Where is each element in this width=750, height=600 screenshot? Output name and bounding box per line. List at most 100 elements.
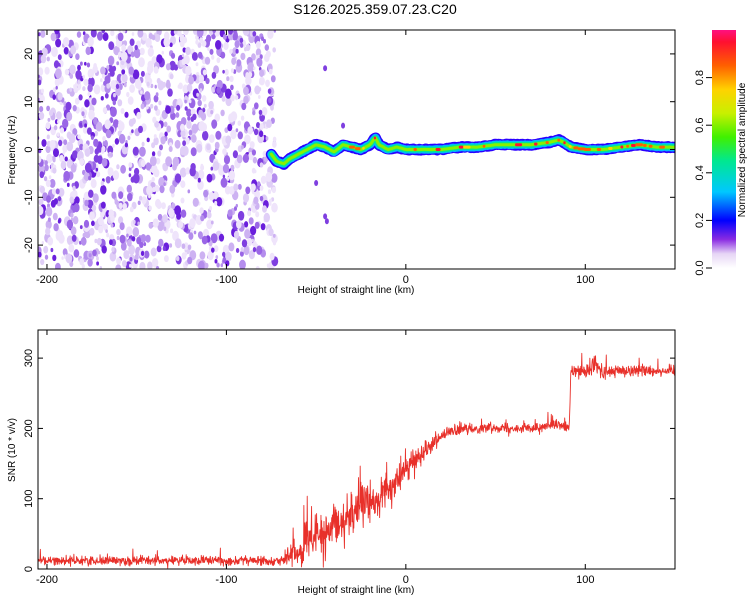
noise-speckle bbox=[134, 44, 138, 51]
noise-speckle bbox=[231, 57, 237, 65]
noise-speckle bbox=[48, 175, 52, 180]
noise-speckle bbox=[199, 207, 204, 214]
noise-speckle bbox=[260, 223, 266, 231]
noise-speckle bbox=[214, 141, 220, 150]
noise-speckle bbox=[84, 148, 91, 157]
noise-speckle bbox=[80, 61, 83, 66]
noise-speckle bbox=[141, 196, 147, 205]
noise-speckle bbox=[214, 200, 218, 206]
noise-speckle bbox=[46, 105, 50, 112]
noise-speckle bbox=[153, 137, 159, 146]
noise-speckle bbox=[81, 263, 85, 269]
noise-speckle bbox=[184, 137, 190, 145]
noise-speckle bbox=[229, 75, 234, 83]
noise-speckle bbox=[65, 253, 73, 264]
noise-speckle bbox=[102, 135, 106, 142]
noise-speckle bbox=[96, 237, 102, 246]
noise-speckle bbox=[153, 134, 157, 139]
noise-speckle bbox=[253, 102, 259, 110]
spectrogram-content bbox=[38, 30, 675, 269]
ridge-peak bbox=[648, 144, 653, 148]
ridge-peak bbox=[631, 144, 636, 147]
noise-speckle bbox=[234, 95, 239, 101]
noise-speckle bbox=[255, 211, 260, 218]
noise-speckle bbox=[251, 149, 256, 156]
noise-speckle bbox=[128, 173, 132, 178]
noise-speckle bbox=[153, 66, 159, 74]
noise-speckle bbox=[66, 235, 74, 246]
noise-speckle bbox=[181, 252, 187, 260]
noise-speckle bbox=[104, 93, 109, 99]
noise-speckle bbox=[195, 62, 199, 67]
noise-speckle bbox=[196, 92, 200, 97]
noise-speckle bbox=[117, 32, 124, 42]
noise-speckle bbox=[53, 223, 59, 232]
noise-speckle bbox=[223, 41, 229, 51]
noise-speckle bbox=[82, 74, 85, 79]
noise-speckle bbox=[75, 70, 82, 80]
noise-speckle bbox=[50, 32, 57, 42]
noise-speckle bbox=[70, 45, 77, 55]
noise-speckle bbox=[112, 170, 120, 180]
noise-speckle bbox=[75, 53, 80, 60]
noise-speckle bbox=[97, 216, 104, 226]
noise-speckle bbox=[55, 85, 58, 90]
noise-speckle bbox=[60, 160, 67, 170]
noise-speckle bbox=[267, 88, 272, 94]
noise-speckle bbox=[226, 76, 230, 82]
noise-speckle bbox=[155, 157, 161, 165]
noise-speckle bbox=[233, 230, 240, 239]
ridge-peak bbox=[545, 141, 549, 145]
noise-speckle bbox=[130, 51, 135, 58]
noise-speckle bbox=[154, 84, 157, 89]
noise-speckle bbox=[85, 46, 92, 56]
noise-speckle bbox=[140, 159, 146, 168]
noise-speckle bbox=[162, 246, 166, 252]
noise-speckle bbox=[39, 106, 44, 113]
noise-speckle bbox=[252, 247, 257, 253]
noise-speckle bbox=[38, 205, 44, 216]
noise-speckle bbox=[151, 142, 156, 149]
noise-speckle bbox=[114, 138, 120, 145]
noise-speckle bbox=[201, 122, 208, 132]
noise-speckle bbox=[230, 84, 234, 91]
noise-speckle bbox=[225, 251, 232, 262]
ridge-peak bbox=[563, 141, 566, 145]
noise-speckle bbox=[202, 95, 207, 102]
noise-speckle bbox=[86, 62, 91, 68]
noise-speckle bbox=[92, 193, 99, 203]
colorbar-tick-label: 0.2 bbox=[694, 213, 706, 228]
noise-speckle bbox=[90, 30, 97, 38]
noise-speckle bbox=[43, 245, 49, 254]
noise-speckle bbox=[76, 31, 82, 38]
noise-speckle bbox=[152, 116, 157, 124]
noise-speckle bbox=[202, 40, 207, 47]
noise-speckle bbox=[212, 161, 220, 171]
noise-speckle bbox=[212, 234, 216, 240]
noise-speckle bbox=[211, 247, 215, 253]
noise-speckle bbox=[242, 30, 250, 36]
colorbar-tick-label: 0.0 bbox=[694, 260, 706, 275]
noise-speckle bbox=[174, 205, 182, 216]
noise-speckle bbox=[221, 95, 226, 102]
colorbar: 0.0 0.2 0.4 0.6 0.8 Normalized spectral ampl… bbox=[694, 30, 748, 276]
noise-speckle bbox=[118, 216, 124, 225]
noise-speckle bbox=[271, 202, 278, 213]
noise-speckle bbox=[198, 109, 204, 118]
noise-speckle bbox=[171, 202, 176, 210]
noise-speckle bbox=[192, 197, 199, 207]
noise-speckle bbox=[84, 162, 92, 173]
noise-speckle bbox=[185, 167, 191, 175]
noise-speckle bbox=[59, 127, 65, 134]
noise-speckle bbox=[45, 227, 51, 236]
noise-speckle bbox=[177, 84, 180, 89]
noise-speckle bbox=[180, 117, 187, 126]
noise-speckle bbox=[69, 196, 74, 203]
noise-speckle bbox=[266, 263, 270, 268]
noise-speckle bbox=[198, 260, 205, 269]
noise-speckle bbox=[50, 247, 54, 253]
noise-speckle bbox=[259, 123, 264, 130]
noise-speckle bbox=[239, 42, 244, 48]
noise-speckle bbox=[127, 135, 131, 141]
noise-speckle bbox=[137, 200, 141, 205]
